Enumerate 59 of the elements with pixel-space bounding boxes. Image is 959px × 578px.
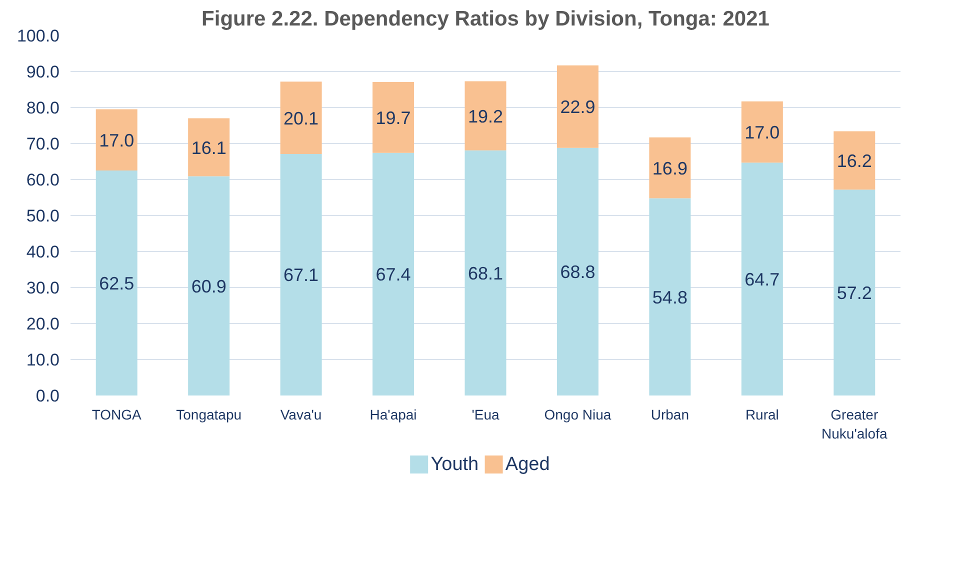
x-tick-label: Urban (650, 406, 690, 422)
data-label: 67.1 (284, 265, 319, 286)
legend-label: Aged (505, 454, 550, 475)
data-label: 17.0 (99, 130, 134, 150)
bar (741, 101, 783, 163)
bar (556, 148, 598, 396)
y-tick-label: 60.0 (26, 170, 60, 190)
bar (372, 82, 414, 153)
y-tick-label: 100.0 (16, 26, 60, 46)
bar (556, 65, 598, 148)
bar (188, 118, 230, 176)
bar (834, 131, 876, 190)
x-tick-label: Greater Nuku'alofa (822, 406, 888, 442)
y-tick-label: 10.0 (26, 350, 60, 370)
data-label: 19.2 (468, 106, 504, 126)
data-label: 68.8 (560, 262, 596, 282)
bar (372, 152, 414, 396)
x-tick-label: Ha'apai (370, 406, 417, 422)
data-label: 16.9 (652, 158, 688, 178)
bar (96, 109, 138, 170)
bar (741, 162, 783, 396)
y-tick-label: 30.0 (26, 278, 60, 298)
y-tick-label: 90.0 (26, 62, 60, 82)
data-label: 22.9 (560, 97, 596, 118)
data-label: 64.7 (744, 270, 780, 290)
data-label: 16.2 (836, 150, 872, 171)
data-label: 57.2 (836, 283, 872, 304)
x-tick-label: 'Eua (472, 406, 500, 422)
bar (649, 137, 691, 198)
bar (280, 154, 322, 396)
x-tick-label: Tongatapu (176, 406, 242, 422)
x-tick-label: TONGA (92, 406, 142, 422)
y-tick-label: 80.0 (26, 98, 60, 118)
bar (649, 198, 691, 396)
y-tick-label: 50.0 (26, 206, 60, 226)
legend-label: Youth (430, 454, 479, 475)
bar (96, 170, 138, 396)
y-tick-label: 70.0 (26, 134, 60, 154)
bar (834, 190, 876, 396)
x-tick-label: Rural (745, 406, 779, 422)
data-label: 17.0 (744, 122, 780, 142)
data-label: 60.9 (191, 276, 226, 296)
y-tick-label: 0.0 (36, 386, 60, 406)
data-label: 62.5 (99, 274, 134, 294)
bar (188, 176, 230, 396)
x-tick-label: Vava'u (280, 406, 322, 422)
data-label: 54.8 (652, 287, 688, 308)
bar (464, 81, 506, 150)
x-tick-label: Ongo Niua (544, 406, 612, 422)
data-label: 19.7 (376, 108, 411, 128)
data-label: 16.1 (191, 138, 226, 158)
data-label: 68.1 (468, 263, 504, 284)
data-label: 67.4 (376, 264, 411, 285)
data-label: 20.1 (284, 108, 319, 128)
bar (280, 82, 322, 154)
bar (464, 150, 506, 396)
y-tick-label: 20.0 (26, 314, 60, 334)
chart-title: Figure 2.22. Dependency Ratios by Division, Tonga: 2021 (202, 8, 770, 30)
y-tick-label: 40.0 (26, 242, 60, 262)
